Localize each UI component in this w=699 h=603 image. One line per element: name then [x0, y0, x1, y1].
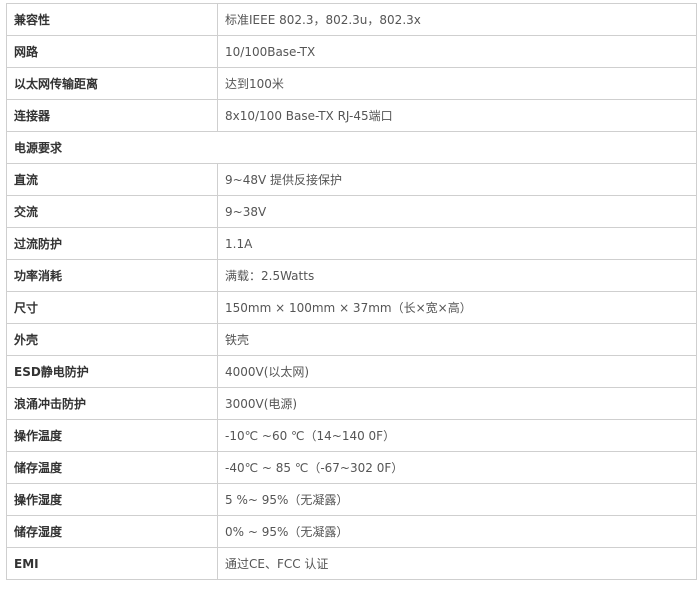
- spec-label: 直流: [6, 163, 218, 196]
- spec-row: 操作湿度 5 %~ 95%（无凝露）: [6, 483, 697, 516]
- spec-label: 交流: [6, 195, 218, 228]
- spec-row: 尺寸 150mm × 100mm × 37mm（长×宽×高）: [6, 291, 697, 324]
- spec-row: ESD静电防护 4000V(以太网): [6, 355, 697, 388]
- spec-value: 3000V(电源): [217, 387, 697, 420]
- spec-row: 过流防护 1.1A: [6, 227, 697, 260]
- spec-value: 5 %~ 95%（无凝露）: [217, 483, 697, 516]
- spec-label: 操作湿度: [6, 483, 218, 516]
- spec-row: 网路 10/100Base-TX: [6, 35, 697, 68]
- spec-row: 功率消耗 满载：2.5Watts: [6, 259, 697, 292]
- spec-row: 直流 9~48V 提供反接保护: [6, 163, 697, 196]
- spec-label: 操作温度: [6, 419, 218, 452]
- spec-row: 交流 9~38V: [6, 195, 697, 228]
- spec-value: 标准IEEE 802.3，802.3u，802.3x: [217, 3, 697, 36]
- spec-row: 兼容性 标准IEEE 802.3，802.3u，802.3x: [6, 3, 697, 36]
- spec-value: 1.1A: [217, 227, 697, 260]
- spec-value: 9~48V 提供反接保护: [217, 163, 697, 196]
- spec-value: 10/100Base-TX: [217, 35, 697, 68]
- spec-label: 储存湿度: [6, 515, 218, 548]
- spec-value: -40℃ ~ 85 ℃（-67~302 0F）: [217, 451, 697, 484]
- spec-value: 通过CE、FCC 认证: [217, 547, 697, 580]
- spec-label: 过流防护: [6, 227, 218, 260]
- spec-row: 储存湿度 0% ~ 95%（无凝露）: [6, 515, 697, 548]
- spec-row: 浪涌冲击防护 3000V(电源): [6, 387, 697, 420]
- spec-label: ESD静电防护: [6, 355, 218, 388]
- spec-label: 网路: [6, 35, 218, 68]
- spec-value: 4000V(以太网): [217, 355, 697, 388]
- spec-label: 电源要求: [6, 131, 697, 164]
- spec-label: 储存温度: [6, 451, 218, 484]
- spec-label: 功率消耗: [6, 259, 218, 292]
- spec-value: 满载：2.5Watts: [217, 259, 697, 292]
- section-header-row: 电源要求: [6, 131, 697, 164]
- spec-value: 铁壳: [217, 323, 697, 356]
- spec-label: 兼容性: [6, 3, 218, 36]
- spec-label: 以太网传输距离: [6, 67, 218, 100]
- spec-row: 操作温度 -10℃ ~60 ℃（14~140 0F）: [6, 419, 697, 452]
- spec-row: 储存温度 -40℃ ~ 85 ℃（-67~302 0F）: [6, 451, 697, 484]
- spec-value: -10℃ ~60 ℃（14~140 0F）: [217, 419, 697, 452]
- spec-label: 尺寸: [6, 291, 218, 324]
- spec-label: 外壳: [6, 323, 218, 356]
- spec-value: 9~38V: [217, 195, 697, 228]
- spec-value: 达到100米: [217, 67, 697, 100]
- spec-row: EMI 通过CE、FCC 认证: [6, 547, 697, 580]
- spec-row: 以太网传输距离 达到100米: [6, 67, 697, 100]
- spec-label: EMI: [6, 547, 218, 580]
- spec-label: 浪涌冲击防护: [6, 387, 218, 420]
- spec-table-body: 兼容性 标准IEEE 802.3，802.3u，802.3x 网路 10/100Bas…: [6, 3, 697, 580]
- spec-value: 150mm × 100mm × 37mm（长×宽×高）: [217, 291, 697, 324]
- spec-label: 连接器: [6, 99, 218, 132]
- spec-row: 连接器 8x10/100 Base-TX RJ-45端口: [6, 99, 697, 132]
- spec-value: 8x10/100 Base-TX RJ-45端口: [217, 99, 697, 132]
- spec-value: 0% ~ 95%（无凝露）: [217, 515, 697, 548]
- spec-table: 兼容性 标准IEEE 802.3，802.3u，802.3x 网路 10/100Bas…: [6, 3, 697, 580]
- spec-row: 外壳 铁壳: [6, 323, 697, 356]
